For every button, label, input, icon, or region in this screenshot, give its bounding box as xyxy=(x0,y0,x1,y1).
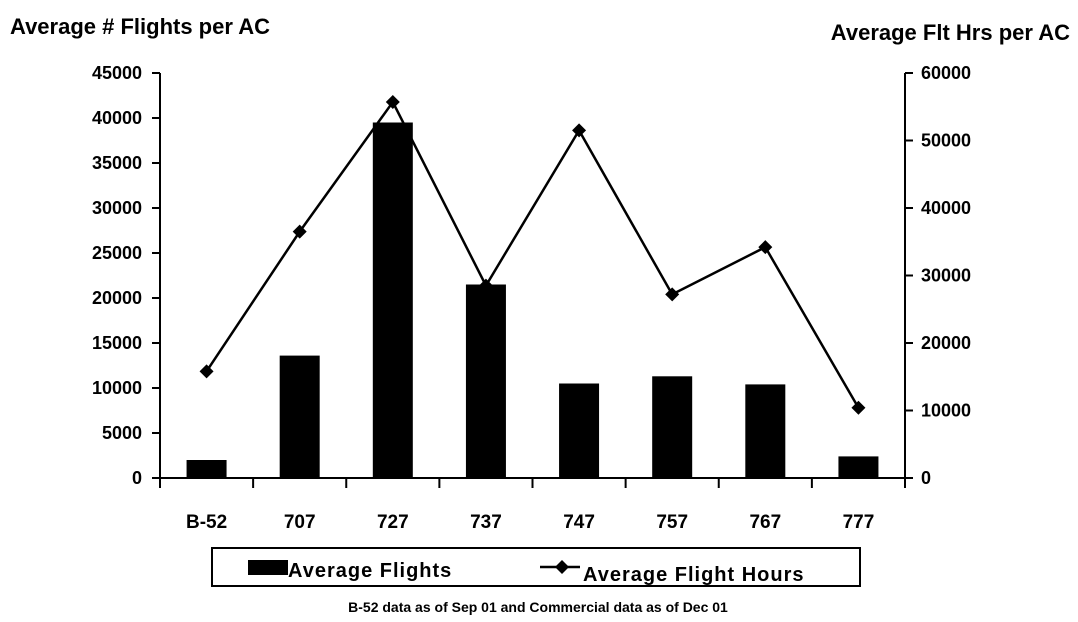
right-axis-title: Average Flt Hrs per AC xyxy=(831,20,1070,45)
line-point-707 xyxy=(292,224,307,239)
left-tick-label: 0 xyxy=(132,468,142,488)
x-tick-label: 747 xyxy=(563,512,595,533)
left-tick-label: 40000 xyxy=(92,108,142,128)
bar-777 xyxy=(838,456,879,478)
x-tick-label: 737 xyxy=(470,512,502,533)
left-axis-title: Average # Flights per AC xyxy=(10,14,270,39)
right-tick-label: 20000 xyxy=(921,333,971,353)
line-series-average-flight-hours xyxy=(199,95,866,415)
right-tick-label: 0 xyxy=(921,468,931,488)
legend-bar-swatch xyxy=(248,560,288,575)
line-point-757 xyxy=(665,287,680,302)
bar-737 xyxy=(465,284,506,478)
bar-727 xyxy=(372,122,413,478)
left-y-axis: 45000 40000 35000 30000 25000 20000 15000 10000… xyxy=(92,63,161,488)
line-point-737 xyxy=(478,278,493,293)
line-point-727 xyxy=(385,95,400,110)
bar-707 xyxy=(279,355,320,478)
bar-B-52 xyxy=(186,460,227,478)
bar-series-average-flights xyxy=(186,122,879,478)
legend-label-average-flight-hours: Average Flight Hours xyxy=(583,564,805,586)
left-tick-label: 20000 xyxy=(92,288,142,308)
right-tick-label: 40000 xyxy=(921,198,971,218)
x-tick-label: 707 xyxy=(284,512,316,533)
left-tick-label: 15000 xyxy=(92,333,142,353)
footnote: B-52 data as of Sep 01 and Commercial da… xyxy=(348,599,728,615)
x-axis: B-52 707 727 737 747 757 767 777 xyxy=(152,477,906,533)
legend-box xyxy=(211,547,861,587)
legend-diamond-marker xyxy=(555,560,569,574)
x-tick-label: 727 xyxy=(377,512,409,533)
right-tick-label: 10000 xyxy=(921,401,971,421)
line-path xyxy=(205,99,860,409)
bar-767 xyxy=(745,384,786,478)
bar-747 xyxy=(559,383,600,478)
x-tick-label: 777 xyxy=(843,512,875,533)
right-y-axis: 60000 50000 40000 30000 20000 10000 0 xyxy=(904,63,971,488)
line-point-777 xyxy=(851,400,866,415)
x-tick-label: B-52 xyxy=(186,512,227,533)
left-tick-label: 10000 xyxy=(92,378,142,398)
x-tick-label: 767 xyxy=(749,512,781,533)
line-point-767 xyxy=(758,240,773,255)
right-tick-label: 30000 xyxy=(921,266,971,286)
line-point-747 xyxy=(572,123,587,138)
x-tick-label: 757 xyxy=(656,512,688,533)
left-tick-label: 25000 xyxy=(92,243,142,263)
left-tick-label: 35000 xyxy=(92,153,142,173)
left-tick-label: 5000 xyxy=(102,423,142,443)
legend: Average Flights Average Flight Hours xyxy=(211,547,861,587)
bar-757 xyxy=(652,376,693,478)
left-tick-label: 30000 xyxy=(92,198,142,218)
right-tick-label: 50000 xyxy=(921,131,971,151)
left-tick-label: 45000 xyxy=(92,63,142,83)
right-tick-label: 60000 xyxy=(921,63,971,83)
legend-label-average-flights: Average Flights xyxy=(288,560,452,582)
line-point-B-52 xyxy=(199,364,214,379)
